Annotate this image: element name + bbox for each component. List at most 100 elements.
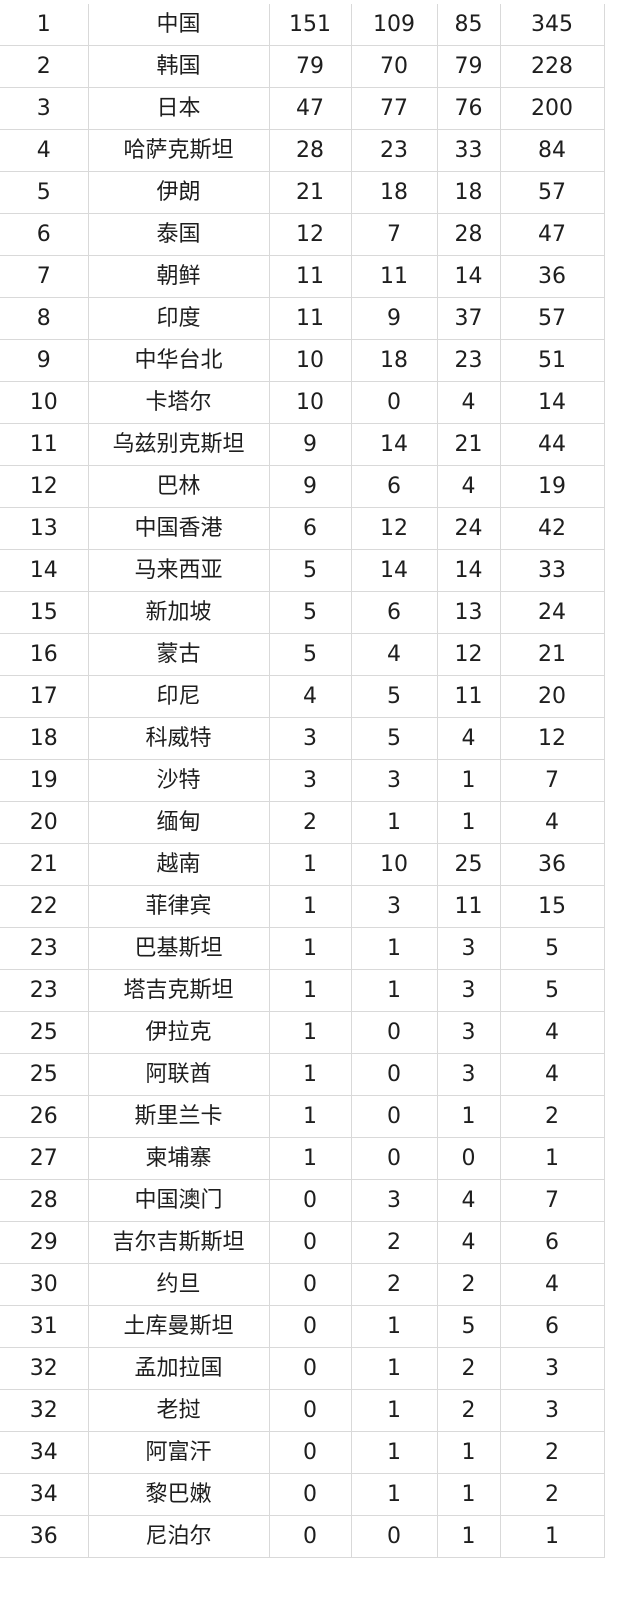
gold-count-cell: 1 [268,1011,351,1054]
silver-count-cell: 2 [350,1263,437,1306]
bronze-count-cell: 28 [436,213,500,256]
rank-cell: 14 [0,549,88,592]
rank-cell: 32 [0,1389,88,1432]
gold-count-cell: 9 [268,465,351,508]
country-cell: 哈萨克斯坦 [87,129,269,172]
bronze-count-cell: 33 [436,129,500,172]
total-count-cell: 19 [499,465,605,508]
country-cell: 中华台北 [87,339,269,382]
bronze-count-cell: 11 [436,885,500,928]
rank-cell: 32 [0,1347,88,1390]
table-row: 4 哈萨克斯坦 28 23 33 84 [0,129,605,172]
bronze-count-cell: 3 [436,1011,500,1054]
total-count-cell: 14 [499,381,605,424]
gold-count-cell: 6 [268,507,351,550]
gold-count-cell: 0 [268,1221,351,1264]
total-count-cell: 345 [499,4,605,46]
rank-cell: 5 [0,171,88,214]
gold-count-cell: 5 [268,549,351,592]
table-row: 19 沙特 3 3 1 7 [0,759,605,802]
gold-count-cell: 1 [268,1053,351,1096]
rank-cell: 25 [0,1011,88,1054]
rank-cell: 19 [0,759,88,802]
silver-count-cell: 9 [350,297,437,340]
gold-count-cell: 0 [268,1305,351,1348]
medal-table-body: 1 中国 151 109 85 345 2 韩国 79 70 79 228 3 日本 47 77 76 200 4 哈… [0,4,605,1558]
silver-count-cell: 23 [350,129,437,172]
table-row: 18 科威特 3 5 4 12 [0,717,605,760]
country-cell: 乌兹别克斯坦 [87,423,269,466]
gold-count-cell: 0 [268,1263,351,1306]
total-count-cell: 1 [499,1515,605,1558]
table-row: 23 巴基斯坦 1 1 3 5 [0,927,605,970]
silver-count-cell: 0 [350,1515,437,1558]
bronze-count-cell: 14 [436,255,500,298]
gold-count-cell: 0 [268,1389,351,1432]
silver-count-cell: 0 [350,1137,437,1180]
country-cell: 黎巴嫩 [87,1473,269,1516]
total-count-cell: 15 [499,885,605,928]
rank-cell: 34 [0,1473,88,1516]
gold-count-cell: 79 [268,45,351,88]
country-cell: 老挝 [87,1389,269,1432]
country-cell: 泰国 [87,213,269,256]
total-count-cell: 4 [499,1053,605,1096]
table-row: 32 老挝 0 1 2 3 [0,1389,605,1432]
table-row: 26 斯里兰卡 1 0 1 2 [0,1095,605,1138]
rank-cell: 4 [0,129,88,172]
silver-count-cell: 1 [350,927,437,970]
silver-count-cell: 3 [350,885,437,928]
total-count-cell: 51 [499,339,605,382]
table-row: 13 中国香港 6 12 24 42 [0,507,605,550]
table-row: 20 缅甸 2 1 1 4 [0,801,605,844]
silver-count-cell: 5 [350,717,437,760]
total-count-cell: 7 [499,1179,605,1222]
silver-count-cell: 6 [350,465,437,508]
country-cell: 阿富汗 [87,1431,269,1474]
country-cell: 蒙古 [87,633,269,676]
total-count-cell: 24 [499,591,605,634]
table-row: 34 黎巴嫩 0 1 1 2 [0,1473,605,1516]
bronze-count-cell: 14 [436,549,500,592]
total-count-cell: 44 [499,423,605,466]
gold-count-cell: 11 [268,297,351,340]
country-cell: 巴基斯坦 [87,927,269,970]
total-count-cell: 7 [499,759,605,802]
bronze-count-cell: 79 [436,45,500,88]
silver-count-cell: 0 [350,1095,437,1138]
country-cell: 日本 [87,87,269,130]
country-cell: 巴林 [87,465,269,508]
total-count-cell: 4 [499,1263,605,1306]
table-row: 30 约旦 0 2 2 4 [0,1263,605,1306]
rank-cell: 28 [0,1179,88,1222]
total-count-cell: 4 [499,801,605,844]
rank-cell: 10 [0,381,88,424]
bronze-count-cell: 1 [436,801,500,844]
rank-cell: 23 [0,927,88,970]
table-row: 31 土库曼斯坦 0 1 5 6 [0,1305,605,1348]
gold-count-cell: 1 [268,969,351,1012]
table-row: 17 印尼 4 5 11 20 [0,675,605,718]
bronze-count-cell: 13 [436,591,500,634]
table-row: 34 阿富汗 0 1 1 2 [0,1431,605,1474]
total-count-cell: 6 [499,1221,605,1264]
rank-cell: 17 [0,675,88,718]
total-count-cell: 3 [499,1347,605,1390]
rank-cell: 36 [0,1515,88,1558]
gold-count-cell: 0 [268,1515,351,1558]
rank-cell: 23 [0,969,88,1012]
rank-cell: 8 [0,297,88,340]
bronze-count-cell: 12 [436,633,500,676]
bronze-count-cell: 1 [436,1473,500,1516]
gold-count-cell: 1 [268,843,351,886]
rank-cell: 11 [0,423,88,466]
rank-cell: 2 [0,45,88,88]
bronze-count-cell: 3 [436,927,500,970]
total-count-cell: 1 [499,1137,605,1180]
country-cell: 印尼 [87,675,269,718]
country-cell: 吉尔吉斯斯坦 [87,1221,269,1264]
rank-cell: 12 [0,465,88,508]
country-cell: 中国澳门 [87,1179,269,1222]
table-row: 15 新加坡 5 6 13 24 [0,591,605,634]
